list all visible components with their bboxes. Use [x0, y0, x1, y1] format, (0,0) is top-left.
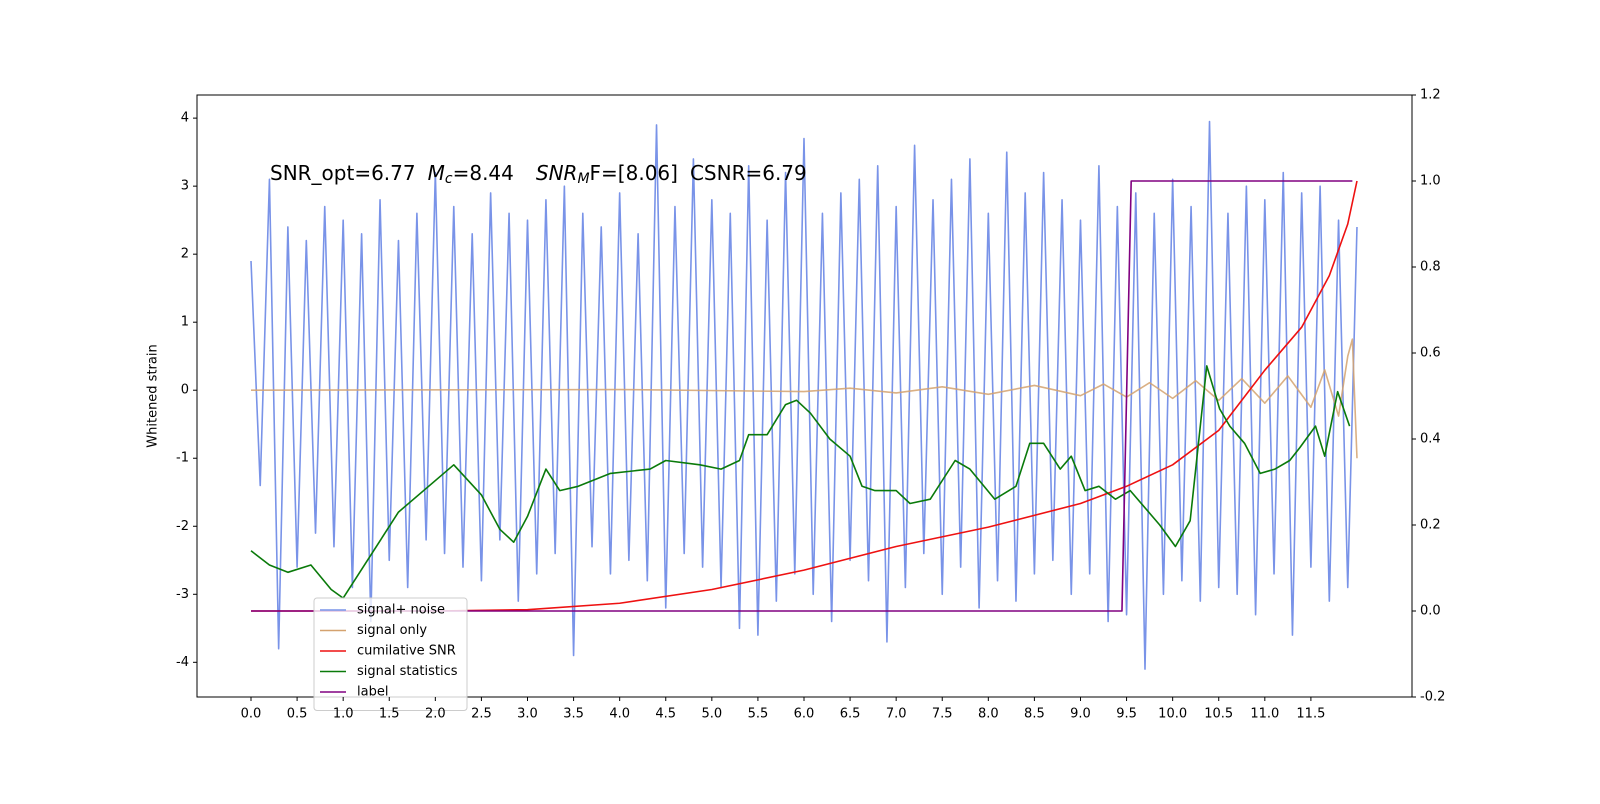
legend-label: signal+ noise [357, 603, 445, 618]
y2-tick-label: -0.2 [1420, 690, 1445, 705]
x-tick-label: 10.0 [1158, 707, 1187, 722]
plot-area [250, 120, 1358, 670]
y2-tick-label: 0.6 [1420, 346, 1441, 361]
legend-label: cumilative SNR [357, 644, 456, 659]
x-tick-label: 2.5 [471, 707, 492, 722]
annotation-part: M [428, 161, 445, 185]
x-tick-label: 10.5 [1204, 707, 1233, 722]
x-tick-label: 4.0 [609, 707, 630, 722]
series-line [250, 365, 1351, 599]
series-line [251, 338, 1358, 459]
x-tick-label: 7.0 [886, 707, 907, 722]
series-line [250, 120, 1358, 670]
y2-tick-label: 0.2 [1420, 518, 1441, 533]
y-tick-label: -1 [176, 451, 189, 466]
y2-tick-label: 1.0 [1420, 174, 1441, 189]
series-line [251, 180, 1353, 612]
x-tick-label: 8.5 [1024, 707, 1045, 722]
x-tick-label: 11.5 [1296, 707, 1325, 722]
x-tick-label: 9.5 [1116, 707, 1137, 722]
legend-label: signal statistics [357, 664, 458, 679]
x-tick-label: 8.0 [978, 707, 999, 722]
y-tick-label: 4 [181, 111, 189, 126]
y-tick-label: -2 [176, 519, 189, 534]
x-tick-label: 1.0 [333, 707, 354, 722]
annotation-part: SNR [536, 161, 578, 185]
annotation-part: F=[8.06] [590, 161, 678, 185]
x-tick-label: 11.0 [1250, 707, 1279, 722]
annotation: SNR_opt=6.77 Mc=8.44 SNRMF=[8.06] CSNR=6.79 [270, 161, 807, 188]
x-tick-label: 9.0 [1070, 707, 1091, 722]
x-tick-label: 7.5 [932, 707, 953, 722]
x-tick-label: 6.5 [840, 707, 861, 722]
y2-tick-label: 1.2 [1420, 88, 1441, 103]
x-tick-label: 5.5 [748, 707, 769, 722]
annotation-part: =8.44 [453, 161, 514, 185]
legend: signal+ noise signal only cumilative SNR si… [313, 597, 468, 711]
y-tick-label: -3 [176, 587, 189, 602]
y2-tick-label: 0.8 [1420, 260, 1441, 275]
y-tick-label: -4 [176, 655, 189, 670]
x-tick-label: 5.0 [701, 707, 722, 722]
legend-box [313, 597, 468, 711]
y-tick-label: 0 [181, 383, 189, 398]
x-tick-label: 0.5 [287, 707, 308, 722]
y2-tick-label: 0.0 [1420, 604, 1441, 619]
x-tick-label: 6.0 [794, 707, 815, 722]
x-tick-label: 2.0 [425, 707, 446, 722]
x-tick-label: 4.5 [655, 707, 676, 722]
axes-frame [196, 94, 1413, 698]
x-tick-label: 3.5 [563, 707, 584, 722]
y-tick-label: 1 [181, 315, 189, 330]
annotation-part: c [445, 171, 453, 187]
annotation-part: SNR_opt=6.77 [270, 161, 416, 185]
x-tick-label: 3.0 [517, 707, 538, 722]
y-axis-label: Whitened strain [146, 344, 161, 447]
y-tick-label: 3 [181, 179, 189, 194]
x-tick-label: 1.5 [379, 707, 400, 722]
annotation-part: M [577, 171, 589, 187]
annotation-part: CSNR=6.79 [690, 161, 807, 185]
x-tick-label: 0.0 [241, 707, 262, 722]
y2-tick-label: 0.4 [1420, 432, 1441, 447]
legend-label: label [357, 685, 388, 700]
legend-label: signal only [357, 623, 427, 638]
y-tick-label: 2 [181, 247, 189, 262]
series-line [251, 180, 1358, 612]
